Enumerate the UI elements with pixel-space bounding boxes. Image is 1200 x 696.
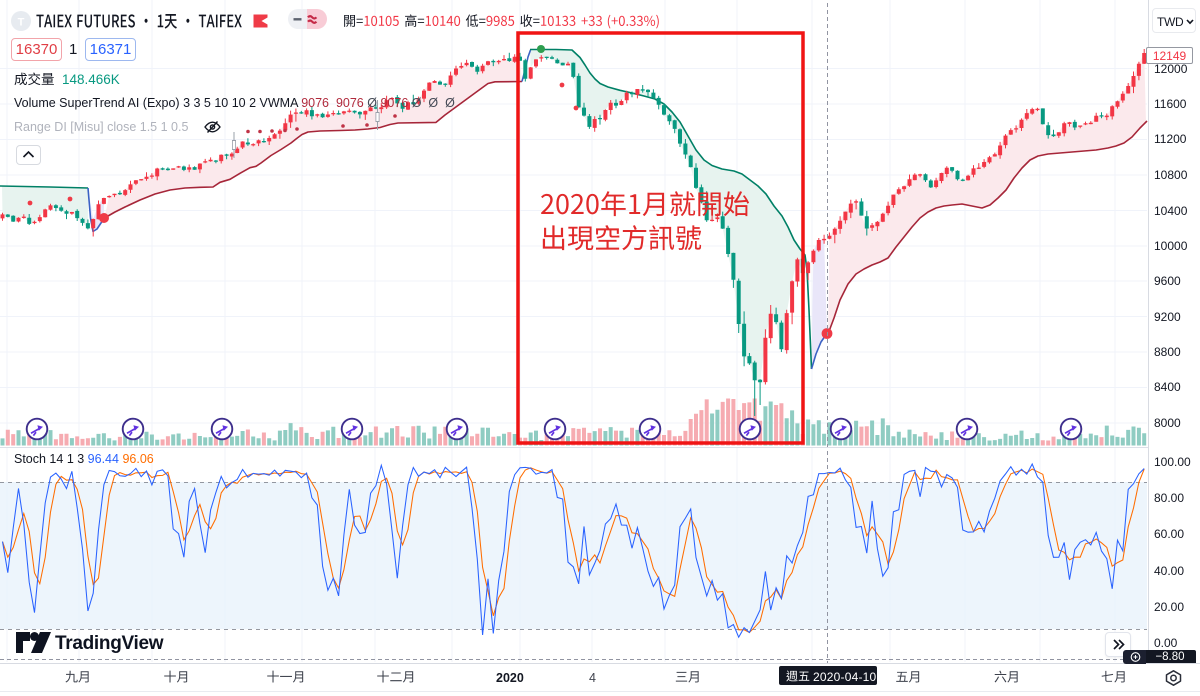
svg-text:TradingView: TradingView	[55, 633, 164, 654]
svg-text:T: T	[18, 17, 25, 29]
